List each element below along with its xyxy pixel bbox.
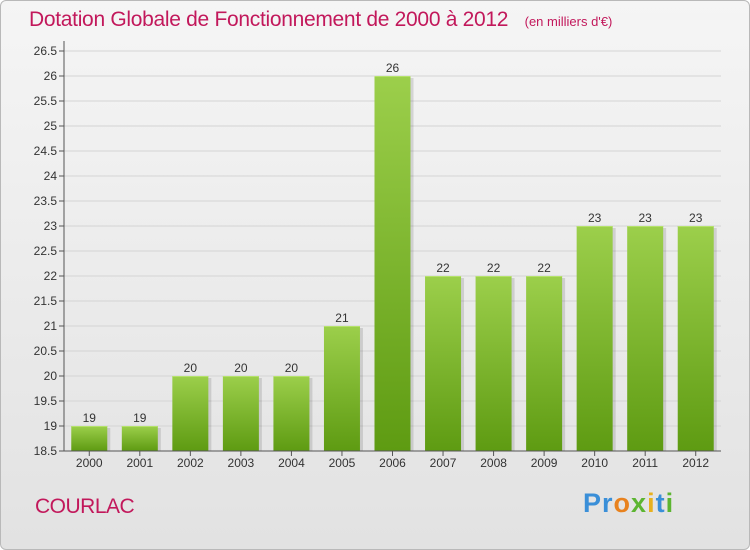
y-tick-label: 19.5 bbox=[34, 394, 58, 408]
x-tick-label: 2005 bbox=[329, 456, 356, 470]
logo-letter: r bbox=[602, 488, 614, 518]
y-tick-label: 26.5 bbox=[34, 44, 58, 58]
x-tick-label: 2000 bbox=[76, 456, 103, 470]
data-label: 23 bbox=[689, 211, 703, 225]
x-tick-label: 2008 bbox=[480, 456, 507, 470]
y-tick-label: 25 bbox=[44, 119, 58, 133]
y-tick-label: 19 bbox=[44, 419, 58, 433]
bar bbox=[172, 376, 209, 451]
labels: 18.5 19 19.5 20 20.5 21 21.5 22 22.5 23 23.5 24 24.5… bbox=[34, 44, 710, 470]
bar bbox=[677, 226, 714, 451]
y-tick-label: 20 bbox=[44, 369, 58, 383]
chart-unit-text: (en milliers d'€) bbox=[524, 14, 613, 29]
bar bbox=[526, 276, 563, 451]
bars bbox=[71, 76, 717, 451]
bar bbox=[323, 326, 360, 451]
bar bbox=[71, 426, 108, 451]
x-tick-label: 2001 bbox=[126, 456, 153, 470]
y-tick-label: 24 bbox=[44, 169, 58, 183]
bar bbox=[627, 226, 664, 451]
x-tick-label: 2007 bbox=[430, 456, 457, 470]
logo-letter: P bbox=[583, 488, 603, 518]
bar bbox=[425, 276, 462, 451]
data-label: 26 bbox=[386, 61, 400, 75]
y-tick-label: 22.5 bbox=[34, 244, 58, 258]
logo-letter: o bbox=[613, 488, 632, 518]
x-tick-label: 2003 bbox=[228, 456, 255, 470]
x-tick-label: 2004 bbox=[278, 456, 305, 470]
logo-letter: i bbox=[665, 488, 675, 518]
x-tick-label: 2006 bbox=[379, 456, 406, 470]
y-tick-label: 23.5 bbox=[34, 194, 58, 208]
logo-letter: t bbox=[655, 488, 666, 518]
logo-letter: i bbox=[647, 488, 656, 518]
data-label: 20 bbox=[285, 361, 299, 375]
data-label: 19 bbox=[83, 411, 97, 425]
data-label: 23 bbox=[588, 211, 602, 225]
bar bbox=[475, 276, 512, 451]
data-label: 22 bbox=[487, 261, 501, 275]
x-tick-label: 2009 bbox=[531, 456, 558, 470]
y-tick-label: 18.5 bbox=[34, 444, 58, 458]
x-tick-label: 2002 bbox=[177, 456, 204, 470]
y-tick-label: 21 bbox=[44, 319, 58, 333]
commune-name: COURLAC bbox=[35, 495, 135, 518]
chart-title: Dotation Globale de Fonctionnement de 20… bbox=[29, 8, 612, 32]
y-tick-label: 26 bbox=[44, 69, 58, 83]
data-label: 20 bbox=[184, 361, 198, 375]
y-tick-label: 22 bbox=[44, 269, 58, 283]
data-label: 21 bbox=[335, 311, 349, 325]
bar bbox=[374, 76, 411, 451]
y-tick-label: 24.5 bbox=[34, 144, 58, 158]
axes bbox=[59, 41, 721, 456]
y-tick-label: 25.5 bbox=[34, 94, 58, 108]
data-label: 22 bbox=[537, 261, 551, 275]
data-label: 19 bbox=[133, 411, 147, 425]
x-tick-label: 2011 bbox=[632, 456, 658, 470]
data-label: 23 bbox=[639, 211, 653, 225]
bar bbox=[222, 376, 259, 451]
y-tick-label: 21.5 bbox=[34, 294, 58, 308]
bar bbox=[273, 376, 310, 451]
data-label: 22 bbox=[436, 261, 450, 275]
data-label: 20 bbox=[234, 361, 248, 375]
x-tick-label: 2010 bbox=[581, 456, 608, 470]
chart-title-text: Dotation Globale de Fonctionnement de 20… bbox=[29, 8, 509, 31]
y-tick-label: 23 bbox=[44, 219, 58, 233]
bar bbox=[121, 426, 158, 451]
proxiti-logo: Proxiti bbox=[583, 488, 674, 519]
bar bbox=[576, 226, 613, 451]
y-tick-label: 20.5 bbox=[34, 344, 58, 358]
logo-letter: x bbox=[631, 488, 648, 518]
x-tick-label: 2012 bbox=[682, 456, 709, 470]
